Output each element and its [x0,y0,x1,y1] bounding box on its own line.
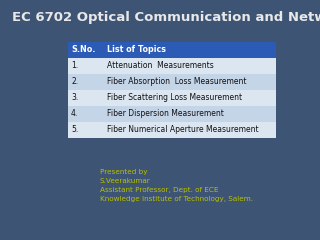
Text: S.No.: S.No. [71,46,95,54]
Text: 5.: 5. [71,126,78,134]
Bar [68,122,276,138]
Text: 2.: 2. [71,78,78,86]
Text: Presented by: Presented by [100,169,148,175]
Text: Fiber Dispersion Measurement: Fiber Dispersion Measurement [107,109,224,119]
Text: 1.: 1. [71,61,78,71]
Text: Attenuation  Measurements: Attenuation Measurements [107,61,214,71]
Bar [68,74,276,90]
Text: 3.: 3. [71,94,78,102]
Text: Knowledge Institute of Technology, Salem.: Knowledge Institute of Technology, Salem… [100,196,253,202]
Text: Fiber Absorption  Loss Measurement: Fiber Absorption Loss Measurement [107,78,246,86]
Text: 4.: 4. [71,109,78,119]
Text: List of Topics: List of Topics [107,46,166,54]
Bar [68,90,276,106]
Text: Fiber Scattering Loss Measurement: Fiber Scattering Loss Measurement [107,94,242,102]
Bar [68,58,276,74]
Bar [68,106,276,122]
Text: Assistant Professor, Dept. of ECE: Assistant Professor, Dept. of ECE [100,187,219,193]
Text: Fiber Numerical Aperture Measurement: Fiber Numerical Aperture Measurement [107,126,259,134]
Text: EC 6702 Optical Communication and Networks: EC 6702 Optical Communication and Networ… [12,12,320,24]
Bar [68,42,276,58]
Text: S.Veerakumar: S.Veerakumar [100,178,151,184]
